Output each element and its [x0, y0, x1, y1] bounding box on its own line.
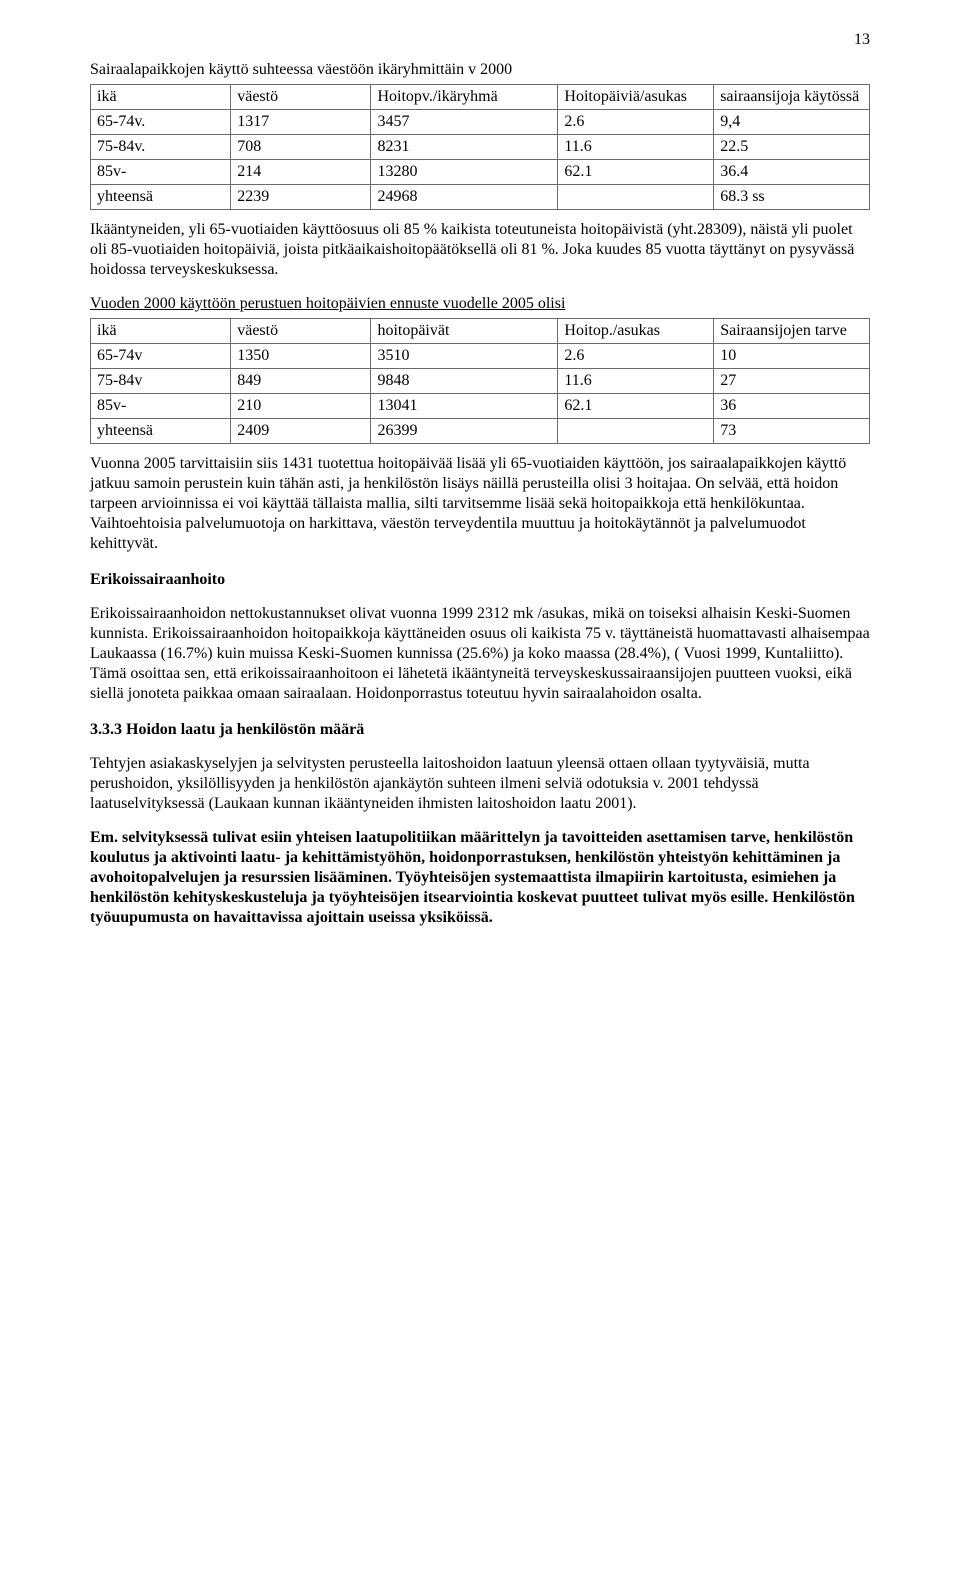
- col-header: ikä: [91, 85, 231, 110]
- cell: 24968: [371, 185, 558, 210]
- cell: 3457: [371, 110, 558, 135]
- cell: 27: [714, 369, 870, 394]
- cell: 62.1: [558, 160, 714, 185]
- cell: 2.6: [558, 110, 714, 135]
- cell: 3510: [371, 344, 558, 369]
- cell: [558, 419, 714, 444]
- col-header: Hoitopäiviä/asukas: [558, 85, 714, 110]
- cell: 210: [231, 394, 371, 419]
- col-header: väestö: [231, 85, 371, 110]
- cell: 2239: [231, 185, 371, 210]
- cell: 11.6: [558, 135, 714, 160]
- paragraph: Vuonna 2005 tarvittaisiin siis 1431 tuot…: [90, 454, 870, 554]
- cell: 36.4: [714, 160, 870, 185]
- paragraph: Erikoissairaanhoidon nettokustannukset o…: [90, 604, 870, 704]
- cell: 2409: [231, 419, 371, 444]
- cell: 36: [714, 394, 870, 419]
- col-header: ikä: [91, 319, 231, 344]
- col-header: Hoitop./asukas: [558, 319, 714, 344]
- page-number: 13: [854, 30, 870, 50]
- col-header: Hoitopv./ikäryhmä: [371, 85, 558, 110]
- cell: 26399: [371, 419, 558, 444]
- table-row: yhteensä 2239 24968 68.3 ss: [91, 185, 870, 210]
- cell: 85v-: [91, 394, 231, 419]
- table-row: 75-84v. 708 8231 11.6 22.5: [91, 135, 870, 160]
- table-row: ikä väestö hoitopäivät Hoitop./asukas Sa…: [91, 319, 870, 344]
- col-header: Sairaansijojen tarve: [714, 319, 870, 344]
- heading-333: 3.3.3 Hoidon laatu ja henkilöstön määrä: [90, 720, 870, 740]
- table-row: yhteensä 2409 26399 73: [91, 419, 870, 444]
- cell: 1350: [231, 344, 371, 369]
- table-row: 75-84v 849 9848 11.6 27: [91, 369, 870, 394]
- table-usage-2000: ikä väestö Hoitopv./ikäryhmä Hoitopäiviä…: [90, 84, 870, 210]
- cell: 849: [231, 369, 371, 394]
- cell: 75-84v.: [91, 135, 231, 160]
- cell: 13041: [371, 394, 558, 419]
- table-row: 65-74v. 1317 3457 2.6 9,4: [91, 110, 870, 135]
- cell: 1317: [231, 110, 371, 135]
- heading-erikoissairaanhoito: Erikoissairaanhoito: [90, 570, 870, 590]
- paragraph: Ikääntyneiden, yli 65-vuotiaiden käyttöo…: [90, 220, 870, 280]
- cell: 22.5: [714, 135, 870, 160]
- cell: 708: [231, 135, 371, 160]
- cell: 9848: [371, 369, 558, 394]
- cell: 2.6: [558, 344, 714, 369]
- paragraph-bold: Em. selvityksessä tulivat esiin yhteisen…: [90, 828, 870, 928]
- cell: yhteensä: [91, 185, 231, 210]
- table-row: 85v- 210 13041 62.1 36: [91, 394, 870, 419]
- table-row: ikä väestö Hoitopv./ikäryhmä Hoitopäiviä…: [91, 85, 870, 110]
- cell: 68.3 ss: [714, 185, 870, 210]
- table2-caption: Vuoden 2000 käyttöön perustuen hoitopäiv…: [90, 294, 870, 314]
- cell: 13280: [371, 160, 558, 185]
- cell: yhteensä: [91, 419, 231, 444]
- cell: 9,4: [714, 110, 870, 135]
- cell: 85v-: [91, 160, 231, 185]
- col-header: väestö: [231, 319, 371, 344]
- cell: 10: [714, 344, 870, 369]
- cell: 8231: [371, 135, 558, 160]
- cell: 73: [714, 419, 870, 444]
- cell: 65-74v.: [91, 110, 231, 135]
- cell: 65-74v: [91, 344, 231, 369]
- cell: 214: [231, 160, 371, 185]
- table-forecast-2005: ikä väestö hoitopäivät Hoitop./asukas Sa…: [90, 318, 870, 444]
- col-header: hoitopäivät: [371, 319, 558, 344]
- cell: 62.1: [558, 394, 714, 419]
- table1-caption: Sairaalapaikkojen käyttö suhteessa väest…: [90, 60, 870, 80]
- col-header: sairaansijoja käytössä: [714, 85, 870, 110]
- paragraph: Tehtyjen asiakaskyselyjen ja selvitysten…: [90, 754, 870, 814]
- cell: 75-84v: [91, 369, 231, 394]
- cell: [558, 185, 714, 210]
- cell: 11.6: [558, 369, 714, 394]
- table-row: 85v- 214 13280 62.1 36.4: [91, 160, 870, 185]
- table-row: 65-74v 1350 3510 2.6 10: [91, 344, 870, 369]
